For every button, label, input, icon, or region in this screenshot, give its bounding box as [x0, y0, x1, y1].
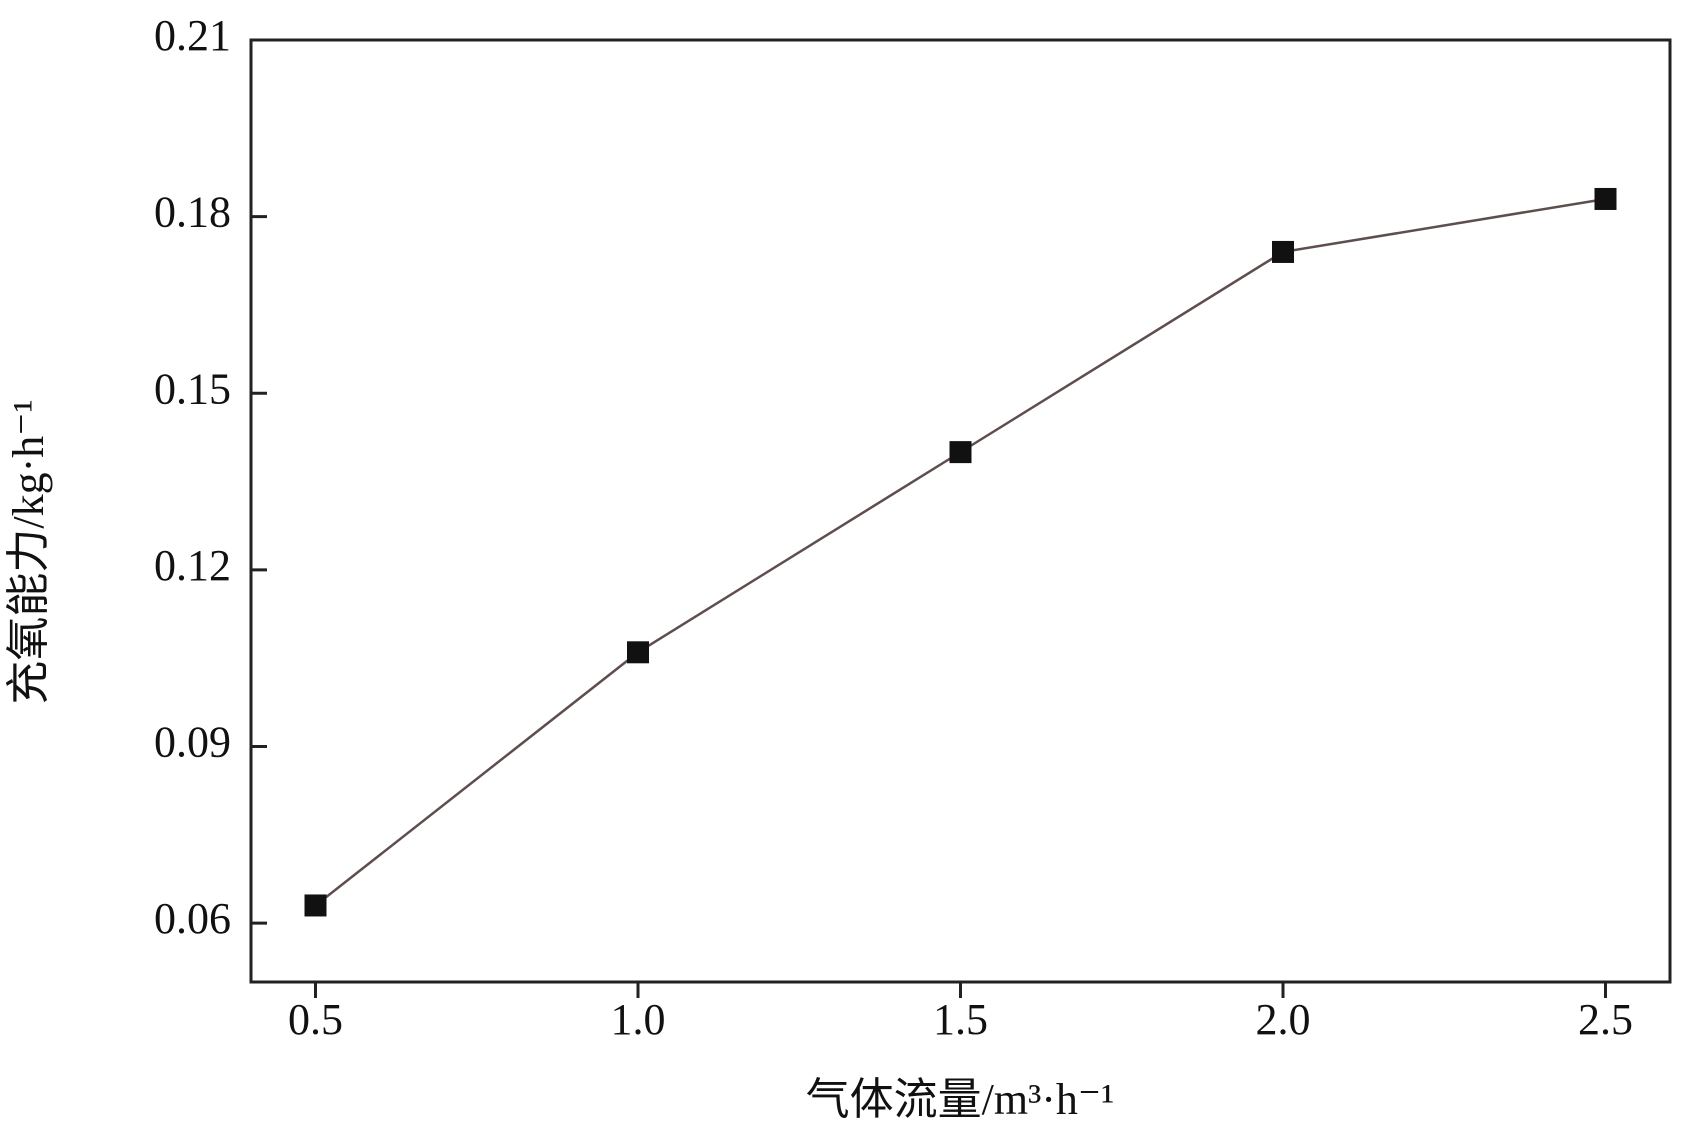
- x-axis-title: 气体流量/m³·h⁻¹: [806, 1075, 1115, 1124]
- point-marker: [1272, 240, 1294, 263]
- point-marker: [627, 641, 649, 664]
- point-marker: [304, 894, 327, 917]
- x-tick-label: 2.5: [1578, 995, 1633, 1044]
- y-axis-title: 充氧能力/kg·h⁻¹: [4, 399, 53, 704]
- x-tick-label: 0.5: [288, 995, 343, 1044]
- x-tick-label: 1.0: [611, 995, 666, 1044]
- y-tick-label: 0.21: [154, 11, 231, 60]
- x-tick-label: 1.5: [933, 995, 988, 1044]
- y-tick-label: 0.06: [154, 894, 231, 943]
- point-marker: [1594, 187, 1617, 210]
- point-marker: [949, 441, 972, 464]
- y-tick-label: 0.12: [154, 541, 231, 590]
- plot-frame: [249, 38, 1672, 984]
- x-tick-label: 2.0: [1256, 995, 1311, 1044]
- series-line: [314, 197, 1606, 907]
- y-tick-label: 0.18: [154, 188, 231, 237]
- y-tick-label: 0.09: [154, 718, 231, 767]
- y-tick-label: 0.15: [154, 364, 231, 413]
